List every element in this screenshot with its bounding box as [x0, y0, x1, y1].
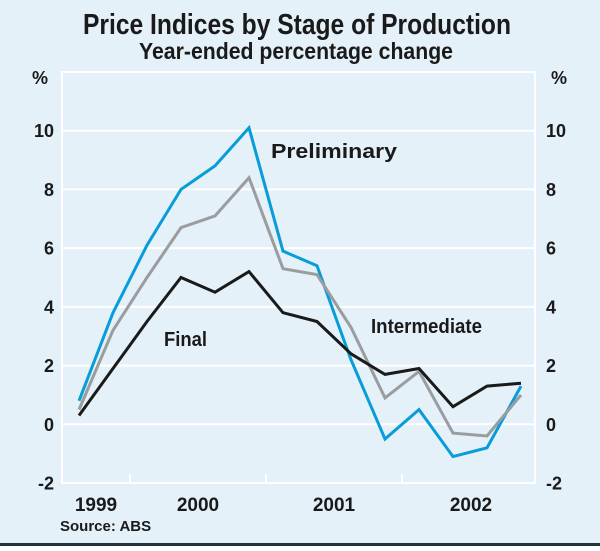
series-label-intermediate: Intermediate [371, 316, 482, 338]
x-axis-label-2001: 2001 [313, 495, 356, 516]
y-axis-label-right-4: 4 [546, 297, 556, 317]
x-axis-year-labels: 1999 2000 2001 2002 [75, 495, 492, 516]
y-axis-labels-right: -2 0 2 4 6 8 10 [546, 121, 566, 493]
y-axis-unit-right: % [551, 68, 567, 88]
y-axis-label-right-10: 10 [546, 121, 566, 141]
y-axis-label-left-8: 8 [44, 180, 54, 200]
y-axis-label-left-6: 6 [44, 239, 54, 259]
series-line-preliminary [77, 124, 523, 459]
chart-title: Price Indices by Stage of Production [83, 9, 511, 41]
x-axis-ticks [129, 474, 403, 482]
y-axis-label-left-4: 4 [44, 297, 54, 317]
series-line-intermediate [77, 174, 523, 438]
y-axis-label-left-2: 2 [44, 356, 54, 376]
y-axis-label-right--2: -2 [546, 474, 562, 494]
y-axis-unit-left: % [32, 68, 48, 88]
plot-frame [61, 71, 536, 484]
gridlines [62, 129, 535, 426]
source-note: Source: ABS [60, 518, 151, 535]
bottom-rule [0, 543, 600, 546]
y-axis-label-left--2: -2 [38, 474, 54, 494]
x-axis-label-1999: 1999 [75, 495, 117, 516]
y-axis-label-right-2: 2 [546, 356, 556, 376]
series-lines [77, 124, 523, 459]
y-axis-label-right-8: 8 [546, 180, 556, 200]
x-axis-label-2000: 2000 [177, 495, 219, 516]
series-line-final [77, 269, 522, 417]
x-axis-label-2002: 2002 [450, 495, 492, 516]
y-axis-label-right-6: 6 [546, 239, 556, 259]
y-axis-label-left-0: 0 [44, 415, 54, 435]
y-axis-labels-left: -2 0 2 4 6 8 10 [34, 121, 54, 493]
y-axis-label-right-0: 0 [546, 415, 556, 435]
y-axis-label-left-10: 10 [34, 121, 54, 141]
series-label-preliminary: Preliminary [271, 141, 398, 163]
series-label-final: Final [164, 329, 207, 351]
chart-subtitle: Year-ended percentage change [139, 38, 453, 64]
